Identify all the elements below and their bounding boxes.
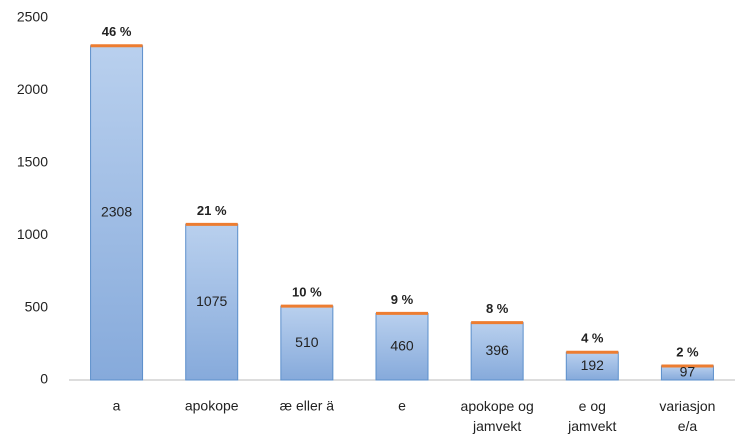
bar: [90, 45, 144, 381]
x-tick-label: apokope: [185, 398, 239, 414]
x-tick-label: e og jamvekt: [567, 398, 616, 434]
x-tick-label: variasjon e/a: [659, 398, 715, 434]
y-tick-label: 500: [25, 298, 49, 314]
y-tick-label: 2500: [17, 9, 48, 25]
value-label: 396: [485, 342, 509, 358]
x-tick-label: e: [398, 398, 406, 414]
x-tick-label: æ eller ä: [280, 398, 335, 414]
percent-label: 9 %: [391, 292, 414, 307]
y-tick-label: 0: [40, 371, 48, 387]
bar: [565, 351, 619, 381]
y-tick-label: 2000: [17, 81, 48, 97]
percent-label: 46 %: [102, 24, 132, 39]
value-label: 192: [581, 357, 605, 373]
bar: [280, 305, 334, 381]
percent-label: 10 %: [292, 285, 322, 300]
x-tick-label: apokope og jamvekt: [461, 398, 534, 434]
x-tick-label: a: [113, 398, 121, 414]
value-label: 97: [680, 364, 696, 380]
value-label: 460: [390, 337, 414, 353]
value-label: 1075: [196, 293, 227, 309]
percent-label: 8 %: [486, 301, 509, 316]
bar: [375, 312, 429, 381]
percent-label: 21 %: [197, 203, 227, 218]
percent-label: 2 %: [676, 344, 699, 359]
y-tick-label: 1500: [17, 154, 48, 170]
value-label: 510: [295, 334, 319, 350]
y-tick-label: 1000: [17, 226, 48, 242]
value-label: 2308: [101, 204, 132, 220]
percent-label: 4 %: [581, 331, 604, 346]
